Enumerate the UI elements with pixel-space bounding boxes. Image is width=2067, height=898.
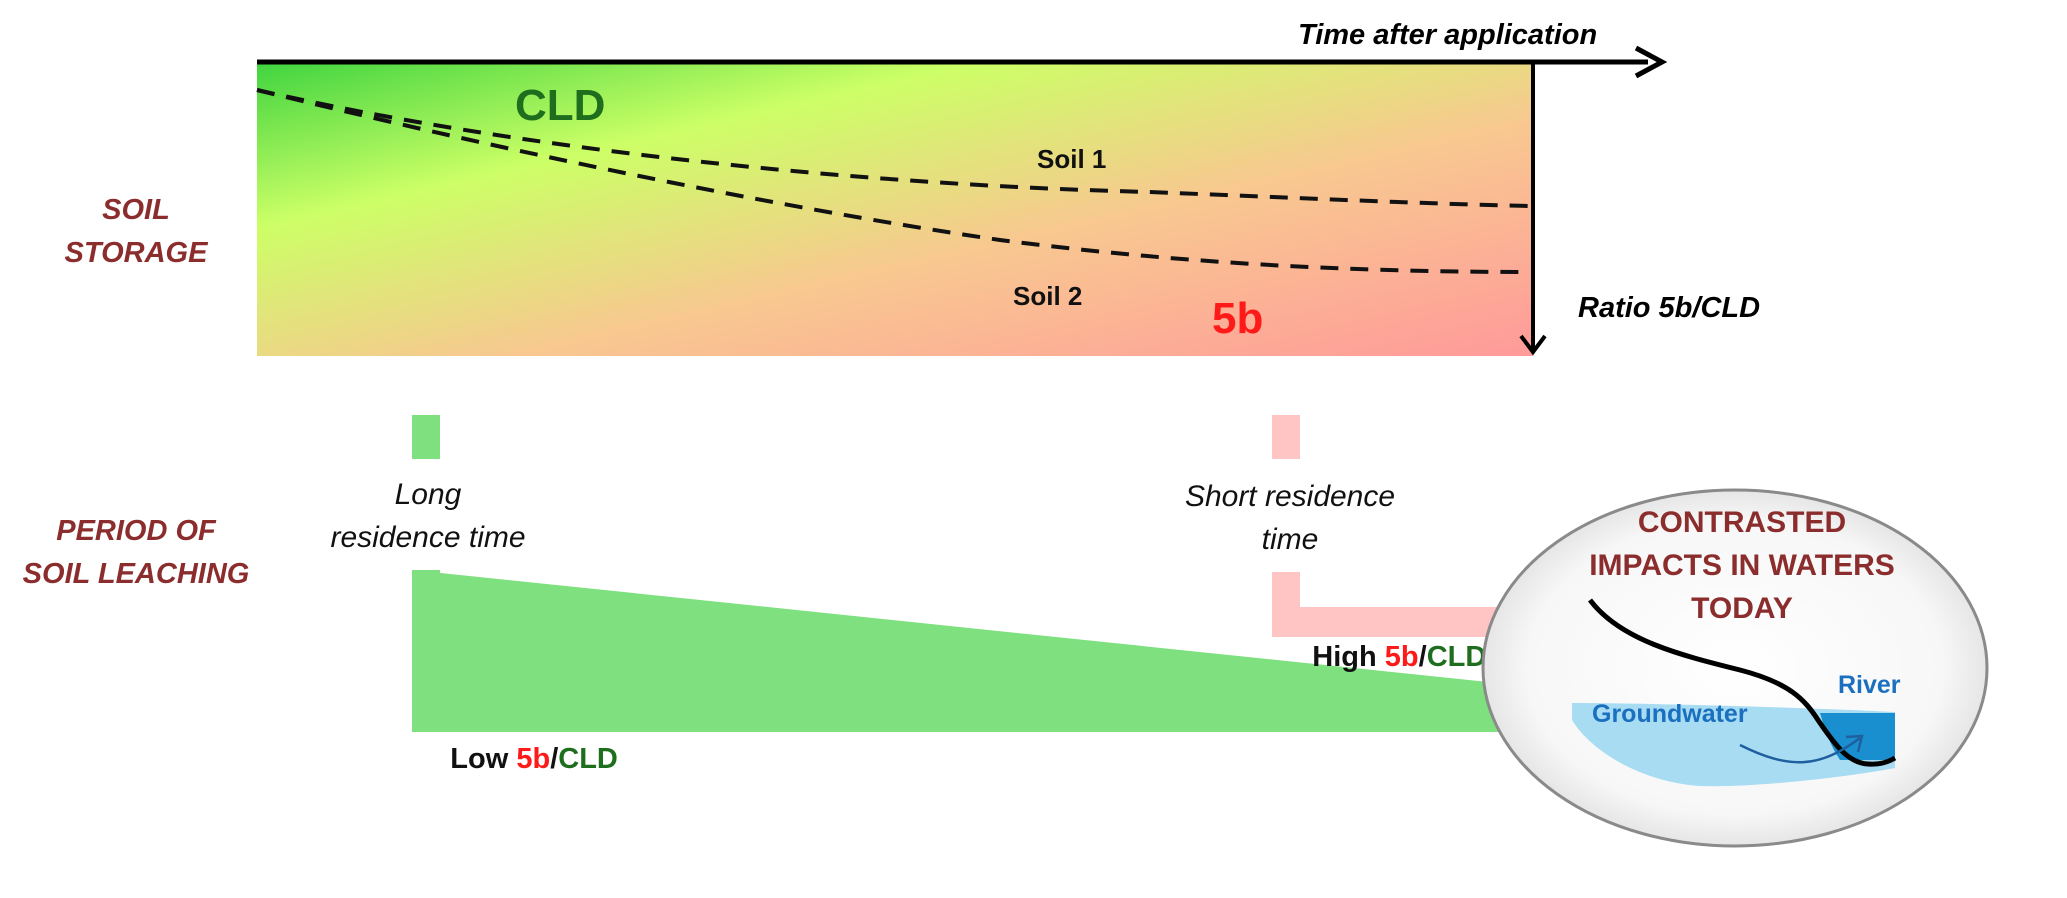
low-ratio-den: CLD: [558, 743, 618, 775]
soil-storage-row-label-2: STORAGE: [65, 237, 210, 269]
soil-leaching-row-label-2: SOIL LEACHING: [23, 558, 250, 590]
groundwater-label: Groundwater: [1592, 700, 1748, 728]
high-ratio-prefix: High: [1312, 641, 1385, 673]
high-ratio-num: 5b: [1385, 641, 1419, 673]
soil-storage-row-label-1: SOIL: [102, 194, 170, 226]
time-axis-label: Time after application: [1298, 19, 1597, 51]
cld-label: CLD: [515, 81, 605, 130]
soil1-curve: [256, 88, 1531, 208]
soil-storage-box: [257, 62, 1533, 356]
short-residence-marker: [1272, 415, 1300, 459]
fivb-label: 5b: [1212, 294, 1263, 343]
low-ratio-prefix: Low: [450, 743, 516, 775]
long-residence-line2: residence time: [330, 521, 525, 554]
river-label: River: [1838, 671, 1901, 699]
high-ratio-label: High 5b/CLD: [1272, 641, 1510, 673]
groundwater-flow-arrow: [1739, 736, 1861, 764]
soil2-label: Soil 2: [1013, 281, 1082, 311]
soil1-label: Soil 1: [1037, 144, 1106, 174]
long-residence-arrow: [412, 570, 1570, 702]
high-ratio-den: CLD: [1427, 641, 1487, 673]
impacts-title-line2: IMPACTS IN WATERS: [1589, 549, 1895, 582]
high-ratio-sep: /: [1419, 641, 1427, 673]
groundwater-lens: [1572, 703, 1895, 787]
long-residence-marker: [412, 415, 440, 459]
long-residence-line1: Long: [395, 478, 462, 511]
time-axis-arrowhead: [1634, 45, 1668, 79]
ratio-axis-arrowhead: [1519, 334, 1547, 356]
ratio-axis-label: Ratio 5b/CLD: [1578, 292, 1760, 324]
impacts-title-line1: CONTRASTED: [1638, 506, 1846, 539]
low-ratio-sep: /: [550, 743, 558, 775]
soil2-curve: [256, 88, 1531, 274]
impacts-title-line3: TODAY: [1691, 592, 1793, 625]
land-surface-line: [1588, 598, 1897, 767]
short-residence-line1: Short residence: [1185, 480, 1395, 513]
short-residence-line2: time: [1262, 523, 1319, 556]
low-ratio-label: Low 5b/CLD: [410, 743, 642, 775]
low-ratio-num: 5b: [516, 743, 550, 775]
soil-leaching-row-label-1: PERIOD OF: [56, 515, 217, 547]
groundwater-flow-arrowhead: [1845, 734, 1864, 753]
long-residence-arrow-body: [412, 570, 1574, 753]
